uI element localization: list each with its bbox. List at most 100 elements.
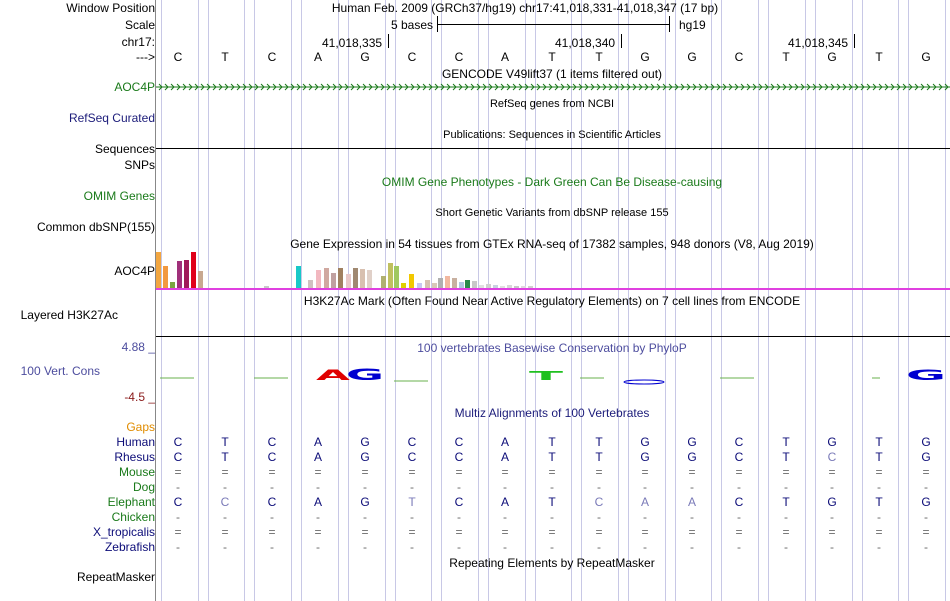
gtex-tissue-bar[interactable] (264, 286, 269, 288)
gtex-tissue-bar[interactable] (191, 252, 196, 288)
gtex-tissue-bar[interactable] (507, 285, 512, 288)
label-aoc4p-gencode[interactable]: AOC4P (114, 80, 155, 94)
label-x-tropicalis[interactable]: X_tropicalis (92, 525, 155, 539)
sequence-base: T (595, 50, 603, 64)
gtex-tissue-bar[interactable] (324, 268, 329, 288)
alignment-base-mouse: = (174, 465, 182, 479)
gtex-tissue-bar[interactable] (500, 286, 505, 288)
gtex-baseline (156, 288, 950, 290)
label-mouse[interactable]: Mouse (118, 465, 155, 479)
gtex-tissue-bar[interactable] (308, 280, 313, 288)
gtex-tissue-bar[interactable] (438, 278, 443, 288)
gtex-tissue-bar[interactable] (198, 271, 203, 288)
alignment-base-zebrafish: - (877, 540, 881, 554)
label-100-vert-cons[interactable]: 100 Vert. Cons (20, 364, 100, 378)
alignment-base-xtrop: = (501, 525, 509, 539)
gtex-tissue-bar[interactable] (170, 282, 175, 288)
alignment-base-zebrafish: - (503, 540, 507, 554)
grid-line (815, 0, 816, 601)
alignment-base-elephant: T (408, 495, 416, 509)
gtex-tissue-bar[interactable] (514, 286, 519, 288)
track-image-area[interactable]: Human Feb. 2009 (GRCh37/hg19) chr17:41,0… (156, 0, 950, 601)
gtex-tissue-bar[interactable] (360, 269, 365, 288)
gtex-tissue-bar[interactable] (353, 268, 358, 288)
gtex-tissue-bar[interactable] (156, 252, 161, 288)
label-omim-genes[interactable]: OMIM Genes (83, 189, 155, 203)
gtex-tissue-bar[interactable] (472, 281, 477, 288)
alignment-base-dog: - (223, 480, 227, 494)
alignment-base-mouse: = (875, 465, 883, 479)
alignment-base-chicken: - (924, 510, 928, 524)
sequence-base: T (782, 50, 790, 64)
gtex-tissue-bar[interactable] (409, 274, 414, 288)
label-chicken[interactable]: Chicken (111, 510, 155, 524)
label-snps[interactable]: SNPs (124, 158, 155, 172)
gtex-tissue-bar[interactable] (521, 286, 526, 288)
gtex-tissue-bar[interactable] (381, 276, 386, 288)
label-zebrafish[interactable]: Zebrafish (104, 540, 155, 554)
alignment-base-xtrop: = (361, 525, 369, 539)
gtex-tissue-bar[interactable] (459, 282, 464, 288)
gtex-tissue-bar[interactable] (367, 270, 372, 288)
label-rhesus[interactable]: Rhesus (114, 450, 155, 464)
gtex-tissue-bar[interactable] (388, 263, 393, 288)
gtex-tissue-bar[interactable] (296, 266, 301, 288)
svg-text:A: A (316, 368, 350, 384)
label-sequences[interactable]: Sequences (94, 142, 155, 156)
phylop-conservation-logo[interactable]: A G T G (156, 360, 950, 390)
gtex-tissue-bar[interactable] (465, 280, 470, 288)
grid-line (805, 0, 806, 601)
gtex-tissue-bar[interactable] (331, 273, 336, 288)
position-title: Human Feb. 2009 (GRCh37/hg19) chr17:41,0… (331, 1, 719, 15)
gtex-tissue-bar[interactable] (432, 283, 437, 288)
label-common-dbsnp[interactable]: Common dbSNP(155) (36, 220, 155, 234)
gtex-tissue-bar[interactable] (479, 285, 484, 288)
gtex-tissue-bar[interactable] (425, 280, 430, 288)
alignment-base-elephant: A (640, 495, 650, 509)
gtex-tissue-bar[interactable] (452, 278, 457, 288)
alignment-base-elephant: C (220, 495, 230, 509)
gtex-tissue-bar[interactable] (445, 276, 450, 288)
label-repeatmasker[interactable]: RepeatMasker (76, 570, 155, 584)
gtex-tissue-bar[interactable] (338, 268, 343, 288)
alignment-base-chicken: - (176, 510, 180, 524)
alignment-base-human: G (921, 435, 931, 449)
alignment-base-human: C (454, 435, 464, 449)
alignment-base-human: T (875, 435, 883, 449)
label-aoc4p-expression[interactable]: AOC4P (114, 264, 155, 278)
gtex-tissue-bar[interactable] (163, 266, 168, 288)
gtex-tissue-bar[interactable] (486, 284, 491, 288)
gtex-expression-bars[interactable] (156, 250, 556, 288)
aoc4p-gene-model[interactable] (156, 82, 950, 92)
gtex-tissue-bar[interactable] (346, 274, 351, 288)
alignment-base-human: T (221, 435, 229, 449)
label-gaps[interactable]: Gaps (126, 420, 155, 434)
alignment-base-xtrop: = (548, 525, 556, 539)
alignment-base-human: C (267, 435, 277, 449)
gtex-tissue-bar[interactable] (417, 283, 422, 288)
alignment-base-human: T (782, 435, 790, 449)
label-refseq-curated[interactable]: RefSeq Curated (68, 111, 155, 125)
label-elephant[interactable]: Elephant (107, 495, 155, 509)
gtex-tissue-bar[interactable] (177, 261, 182, 288)
gtex-tissue-bar[interactable] (184, 260, 189, 288)
label-dog[interactable]: Dog (132, 480, 155, 494)
sequence-base: C (173, 50, 183, 64)
label-human[interactable]: Human (116, 435, 155, 449)
alignment-base-chicken: - (737, 510, 741, 524)
gtex-tissue-bar[interactable] (528, 286, 533, 288)
grid-line (254, 0, 255, 601)
gtex-tissue-bar[interactable] (401, 283, 406, 288)
label-layered-h3k27ac[interactable]: Layered H3K27Ac (20, 308, 118, 322)
dbsnp-track-title: Short Genetic Variants from dbSNP releas… (435, 207, 669, 219)
gtex-tissue-bar[interactable] (394, 266, 399, 288)
gtex-tissue-bar[interactable] (316, 270, 321, 288)
coord-tick-label-1: 41,018,335 (322, 36, 383, 50)
sequences-divider (156, 148, 950, 149)
alignment-base-xtrop: = (314, 525, 322, 539)
gtex-tissue-bar[interactable] (493, 285, 498, 288)
alignment-base-zebrafish: - (270, 540, 274, 554)
grid-line (711, 0, 712, 601)
label-strand-arrow[interactable]: ---> (136, 50, 155, 64)
label-window-position: Window Position (66, 1, 155, 15)
